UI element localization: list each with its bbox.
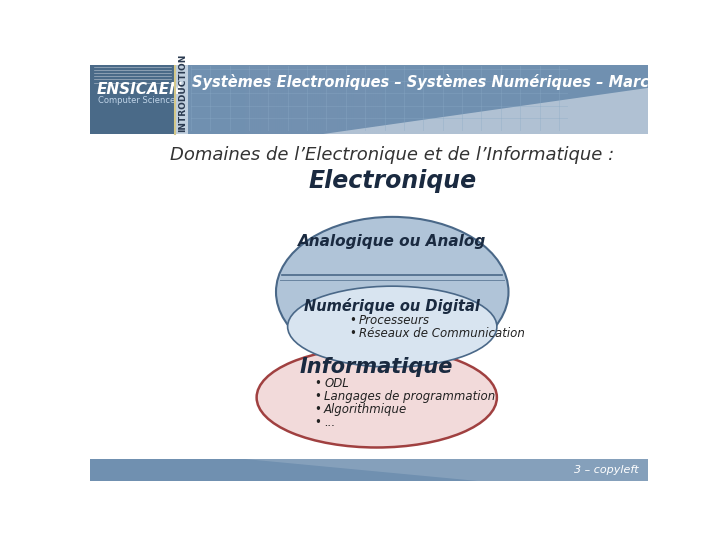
Ellipse shape — [256, 347, 497, 448]
Text: •: • — [350, 314, 356, 327]
Text: Analogique ou Analog: Analogique ou Analog — [298, 234, 487, 249]
Bar — [90, 65, 648, 134]
Text: Domaines de l’Electronique et de l’Informatique :: Domaines de l’Electronique et de l’Infor… — [170, 146, 614, 164]
Ellipse shape — [276, 217, 508, 367]
Text: •: • — [315, 390, 322, 403]
Ellipse shape — [287, 286, 497, 367]
Text: Computer Science: Computer Science — [98, 96, 175, 105]
Text: Processeurs: Processeurs — [359, 314, 430, 327]
Text: Electronique: Electronique — [308, 168, 477, 193]
Text: •: • — [315, 416, 322, 429]
Text: INTRODUCTION: INTRODUCTION — [178, 53, 186, 132]
Text: ODL: ODL — [324, 377, 348, 390]
Text: ENSICAEN: ENSICAEN — [96, 82, 182, 97]
Bar — [90, 459, 648, 481]
Text: 3 – copyleft: 3 – copyleft — [574, 465, 639, 475]
Text: Systèmes Electroniques – Systèmes Numériques – Marchés – Applications: Systèmes Electroniques – Systèmes Numéri… — [192, 74, 720, 90]
Text: Informatique: Informatique — [300, 356, 454, 376]
Polygon shape — [323, 88, 648, 134]
Text: Réseaux de Communication: Réseaux de Communication — [359, 327, 525, 340]
Bar — [176, 65, 189, 134]
Polygon shape — [245, 459, 648, 481]
Text: Langages de programmation: Langages de programmation — [324, 390, 495, 403]
Text: •: • — [315, 403, 322, 416]
Text: Algorithmique: Algorithmique — [324, 403, 408, 416]
Text: ...: ... — [324, 416, 336, 429]
Text: •: • — [315, 377, 322, 390]
Text: Numérique ou Digital: Numérique ou Digital — [305, 298, 480, 314]
Text: •: • — [350, 327, 356, 340]
Bar — [90, 65, 175, 134]
